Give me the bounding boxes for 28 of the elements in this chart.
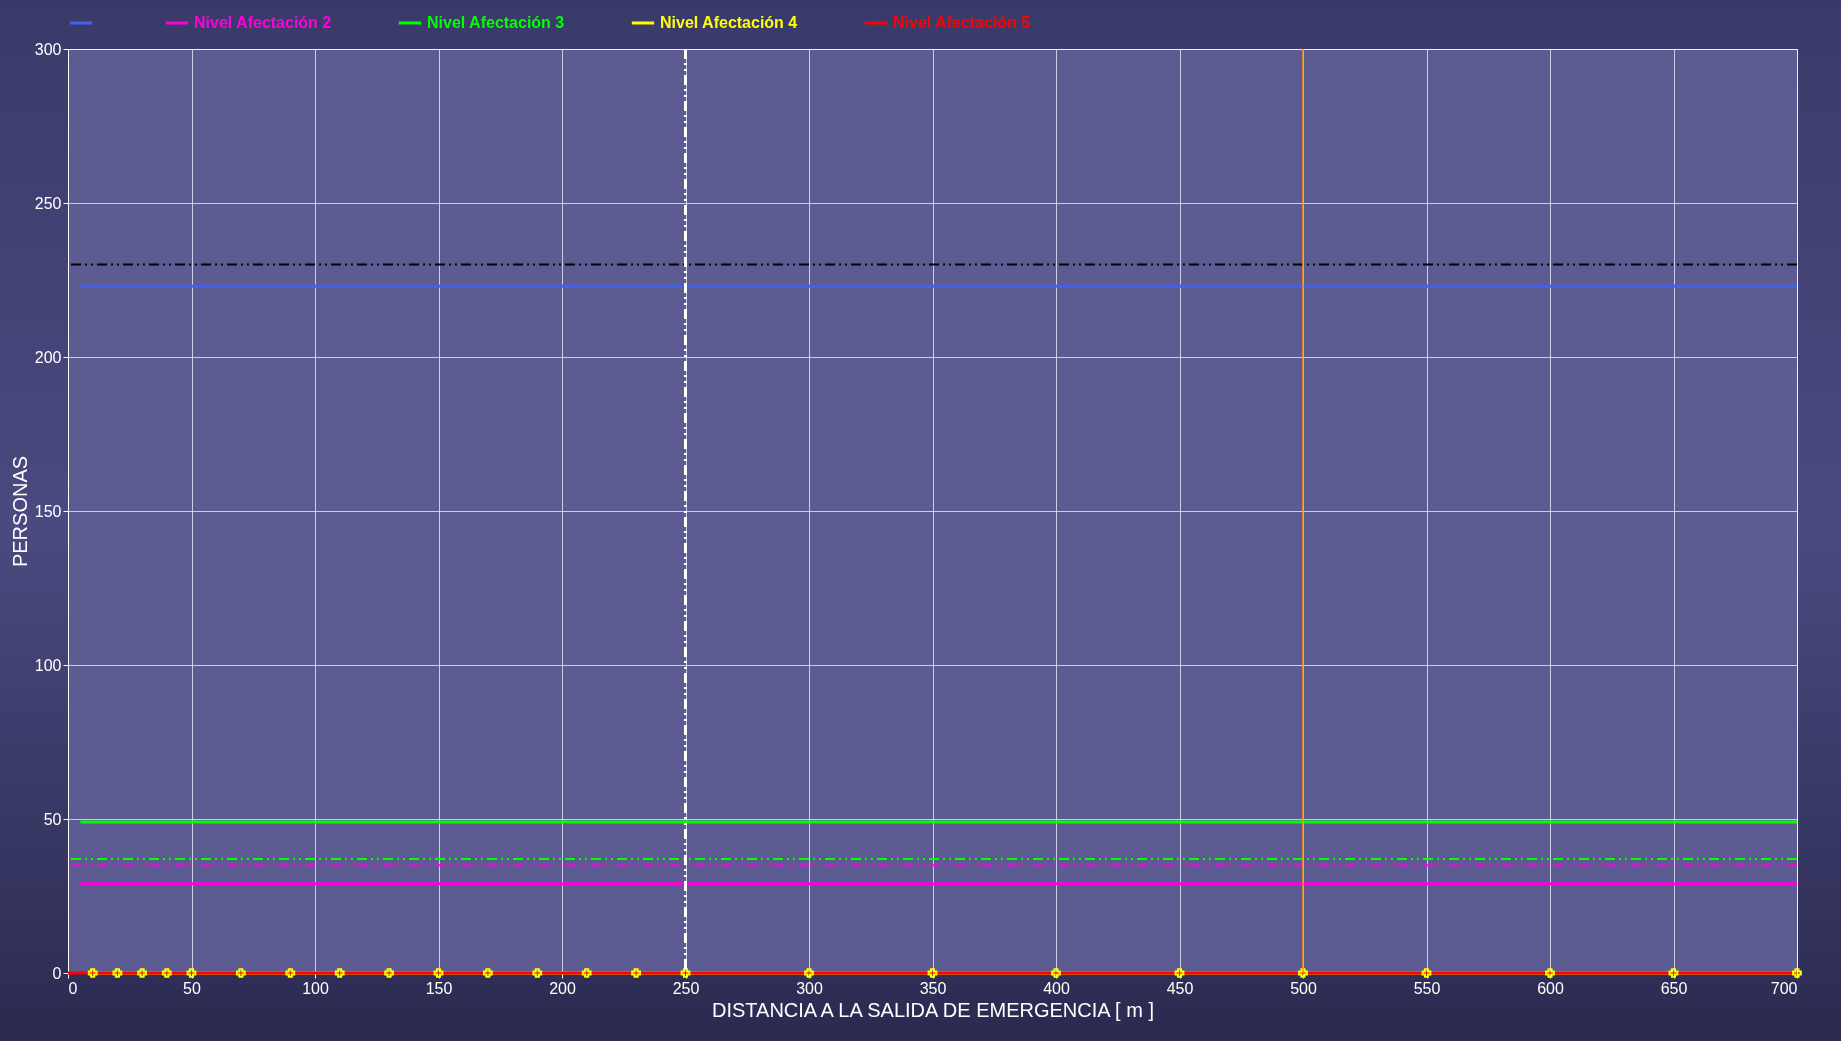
- x-tick-label: 700: [1770, 979, 1798, 997]
- x-tick-label: 600: [1537, 979, 1564, 997]
- y-tick-label: 150: [34, 502, 62, 520]
- legend-label: Nivel Afectación 5: [893, 14, 1031, 31]
- legend-label: Nivel Afectación 3: [427, 14, 565, 31]
- x-tick-label: 250: [672, 979, 700, 997]
- y-axis-title: PERSONAS: [8, 455, 31, 568]
- x-tick-label: 0: [68, 979, 78, 997]
- x-tick-label: 350: [919, 979, 947, 997]
- y-tick-label: 0: [52, 964, 62, 982]
- x-tick-label: 500: [1290, 979, 1317, 997]
- y-tick-label: 250: [34, 194, 62, 212]
- x-tick-label: 100: [302, 979, 329, 997]
- y-tick-label: 100: [34, 656, 62, 674]
- y-tick-label: 300: [34, 40, 62, 58]
- legend-label: Nivel Afectación 4: [660, 14, 798, 31]
- x-tick-label: 150: [425, 979, 453, 997]
- x-tick-label: 200: [549, 979, 576, 997]
- x-tick-label: 400: [1043, 979, 1070, 997]
- x-tick-label: 550: [1413, 979, 1441, 997]
- x-tick-label: 300: [796, 979, 823, 997]
- legend-label: Nivel Afectación 2: [194, 14, 332, 31]
- y-tick-label: 200: [34, 348, 62, 366]
- x-tick-label: 50: [183, 979, 201, 997]
- y-tick-label: 50: [43, 810, 62, 828]
- x-axis-title: DISTANCIA A LA SALIDA DE EMERGENCIA [ m ]: [712, 998, 1154, 1021]
- x-tick-label: 650: [1660, 979, 1688, 997]
- x-tick-label: 450: [1166, 979, 1194, 997]
